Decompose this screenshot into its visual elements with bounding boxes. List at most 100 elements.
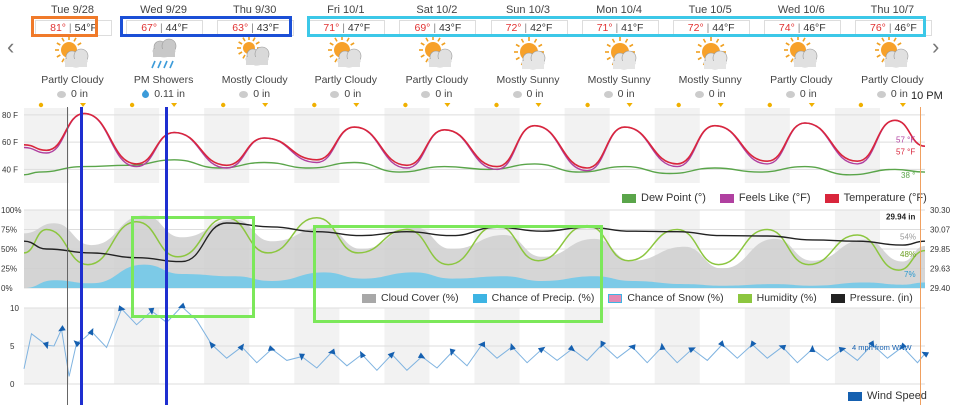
temp-separator: |: [433, 22, 437, 34]
day-date: Thu 10/7: [870, 4, 915, 16]
day-temps: 71° | 41°F: [581, 20, 659, 36]
y-tick-label-right: 29.85: [930, 245, 951, 254]
day-precip-amount: 0 in: [890, 88, 908, 100]
day-condition: Partly Cloudy: [314, 74, 378, 86]
day-card[interactable]: Thu 9/30 63° | 43°F Mostly Cloudy 0 in: [209, 0, 300, 108]
day-date: Wed 10/6: [777, 4, 825, 16]
sky-humidity-chart: 100% 30.30 75% 30.07 50% 29.85 25% 29.63 0% 29.40…: [1, 206, 951, 293]
now-line: [67, 107, 68, 405]
chance-precip-area: [24, 264, 925, 288]
day-card[interactable]: Wed 10/6 74° | 46°F Partly Cloudy 0 in: [756, 0, 847, 108]
wind-arrow-icon: [537, 346, 546, 354]
day-high: 71°: [596, 22, 613, 34]
day-high: 72°: [687, 22, 704, 34]
wind-arrow-icon: [177, 302, 186, 309]
showers-icon: [151, 38, 177, 69]
temp-separator: |: [342, 22, 345, 34]
partly-cloudy-icon: [783, 37, 818, 68]
day-precip: 0.11 in: [118, 88, 209, 100]
mostly-sunny-icon: [695, 37, 727, 70]
day-high: 76°: [870, 22, 886, 34]
day-precip-amount: 0 in: [617, 88, 635, 100]
day-card[interactable]: Sat 10/2 69° | 43°F Partly Cloudy 0 in: [391, 0, 482, 108]
day-date: Sun 10/3: [505, 4, 551, 16]
wind-arrow-icon: [118, 305, 126, 312]
day-card[interactable]: Wed 9/29 67° | 44°F PM Showers 0.11 in: [118, 0, 209, 108]
day-card[interactable]: Thu 10/7 76° | 46°F Partly Cloudy 0 in: [847, 0, 938, 108]
day-card[interactable]: Mon 10/4 71° | 41°F Mostly Sunny 0 in: [574, 0, 665, 108]
prev-arrow-icon[interactable]: ‹: [7, 34, 15, 59]
wind-arrow-icon: [417, 352, 426, 359]
day-low: 43°F: [438, 22, 462, 34]
sunrise-sunset-markers: [38, 102, 906, 108]
legend-chart2: Cloud Cover (%) Chance of Precip. (%) Ch…: [348, 292, 913, 304]
day-precip: 0 in: [756, 88, 847, 100]
day-condition: Partly Cloudy: [405, 74, 469, 86]
y-tick-label-left: 75%: [1, 226, 17, 235]
day-low: 43°F: [256, 22, 280, 34]
day-high: 74°: [778, 22, 795, 34]
day-precip: 0 in: [27, 88, 118, 100]
wind-arrow-icon: [209, 341, 216, 349]
wind-arrow-icon: [42, 341, 49, 350]
day-low: 42°F: [530, 22, 553, 34]
legend-chance-precip: Chance of Precip. (%): [491, 292, 595, 304]
temp-separator: |: [797, 22, 801, 34]
pressure-line: [23, 222, 926, 263]
next-arrow-icon[interactable]: ›: [932, 34, 940, 59]
wind-arrow-icon: [688, 347, 696, 354]
wind-arrow-icon: [567, 344, 576, 352]
y-tick-label: 0: [10, 380, 15, 389]
legend-swatch-cloud-cover: [362, 293, 376, 303]
legend-swatch-feels-like: [719, 193, 734, 203]
day-condition: Mostly Sunny: [678, 74, 742, 86]
partly-cloudy-icon: [55, 37, 89, 68]
legend-swatch-wind-speed: [848, 391, 862, 401]
day-temps: 74° | 46°F: [763, 20, 841, 36]
day-date: Sat 10/2: [416, 4, 458, 16]
dew-point-readout: 38 °: [901, 171, 915, 180]
day-temps: 76° | 46°F: [854, 20, 932, 36]
y-tick-label-right: 29.63: [930, 265, 951, 274]
day-low: 46°F: [803, 22, 826, 34]
temperature-readout: 57 °F: [896, 148, 915, 157]
precip-readout: 7%: [904, 270, 916, 279]
cloud-cover-area: [24, 215, 925, 288]
day-low: 47°F: [347, 22, 371, 34]
wind-arrow-icon: [87, 327, 94, 336]
wind-arrow-icon: [778, 344, 787, 351]
y-tick-label: 80 F: [2, 111, 18, 120]
day-date: Thu 9/30: [232, 4, 277, 16]
day-precip-amount: 0 in: [526, 88, 544, 100]
precip-drop-icon: [876, 90, 886, 98]
day-condition: Partly Cloudy: [770, 74, 833, 86]
legend-chance-snow: Chance of Snow (%): [627, 292, 724, 304]
day-card[interactable]: Fri 10/1 71° | 47°F Partly Cloudy 0 in: [300, 0, 391, 108]
temp-separator: |: [615, 22, 619, 34]
legend-swatch-chance-precip: [472, 293, 487, 303]
y-tick-label: 5: [10, 342, 15, 351]
day-card[interactable]: Tue 10/5 72° | 44°F Mostly Sunny 0 in: [665, 0, 756, 108]
feels-like-readout: 57 °F: [896, 135, 915, 144]
day-temps: 67° | 44°F: [126, 20, 204, 36]
wind-chart: 10 5 0 4 mph from WNW: [10, 302, 930, 389]
orange-end-line: [920, 107, 921, 405]
legend-chart3: Wind Speed: [834, 390, 927, 402]
wind-arrow-icon: [600, 340, 607, 349]
legend-dew-point: Dew Point (°): [641, 192, 706, 204]
day-high: 69°: [414, 22, 431, 34]
day-low: 41°F: [621, 22, 644, 34]
pressure-readout: 29.94 in: [886, 212, 915, 221]
wind-arrow-icon: [659, 342, 666, 351]
day-card[interactable]: Sun 10/3 72° | 42°F Mostly Sunny 0 in: [483, 0, 574, 108]
day-card[interactable]: Tue 9/28 81° | 54°F Partly Cloudy 0 in: [27, 0, 118, 108]
day-low: 44°F: [712, 22, 735, 34]
legend-cloud-cover: Cloud Cover (%): [381, 292, 459, 304]
temp-separator: |: [524, 22, 528, 34]
day-precip: 0 in: [483, 88, 574, 100]
temp-separator: |: [160, 22, 163, 34]
legend-pressure: Pressure. (in): [849, 292, 913, 304]
day-precip-amount: 0 in: [435, 88, 453, 100]
cloud-cover-readout: 54%: [900, 233, 916, 242]
current-time-label: 10 PM: [911, 90, 943, 102]
